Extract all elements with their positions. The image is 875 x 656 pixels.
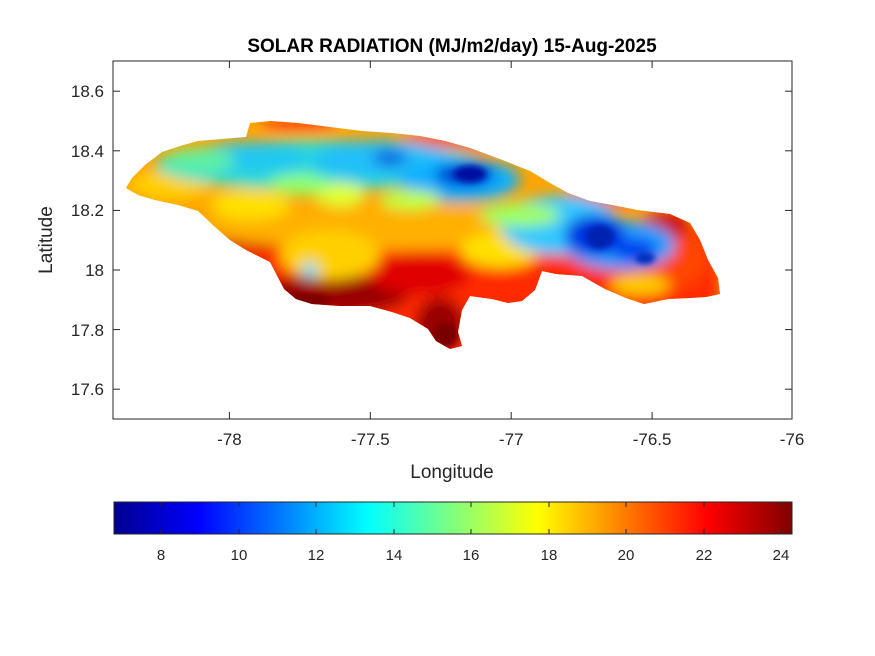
colorbar-tick-label: 12	[308, 547, 325, 564]
x-tick-label: -76.5	[633, 430, 672, 449]
colorbar-tick-label: 18	[541, 547, 558, 564]
colorbar-tick-label: 24	[773, 547, 790, 564]
x-tick-label: -77	[499, 430, 524, 449]
x-tick-label: -78	[217, 430, 242, 449]
y-tick-label: 18.4	[71, 142, 104, 161]
colorbar-tick-label: 16	[463, 547, 480, 564]
colorbar-tick-label: 10	[231, 547, 248, 564]
colorbar-gradient	[113, 501, 793, 535]
chart-title: SOLAR RADIATION (MJ/m2/day) 15-Aug-2025	[247, 36, 657, 57]
y-axis-label: Latitude	[36, 206, 57, 274]
x-axis: -78 -77.5 -77 -76.5 -76	[217, 61, 804, 449]
y-tick-label: 18.2	[71, 201, 104, 220]
y-tick-label: 17.8	[71, 321, 104, 340]
y-tick-label: 18	[85, 261, 104, 280]
y-tick-label: 18.6	[71, 82, 104, 101]
x-tick-label: -77.5	[351, 430, 390, 449]
colorbar: 8 10 12 14 16 18 20 22 24	[113, 501, 793, 564]
y-axis: 17.6 17.8 18 18.2 18.4 18.6	[71, 82, 792, 399]
x-axis-label: Longitude	[410, 462, 493, 483]
colorbar-tick-label: 20	[618, 547, 635, 564]
colorbar-tick-label: 14	[386, 547, 403, 564]
colorbar-tick-label: 8	[157, 547, 165, 564]
y-tick-label: 17.6	[71, 380, 104, 399]
x-tick-label: -76	[780, 430, 805, 449]
colorbar-tick-label: 22	[696, 547, 713, 564]
